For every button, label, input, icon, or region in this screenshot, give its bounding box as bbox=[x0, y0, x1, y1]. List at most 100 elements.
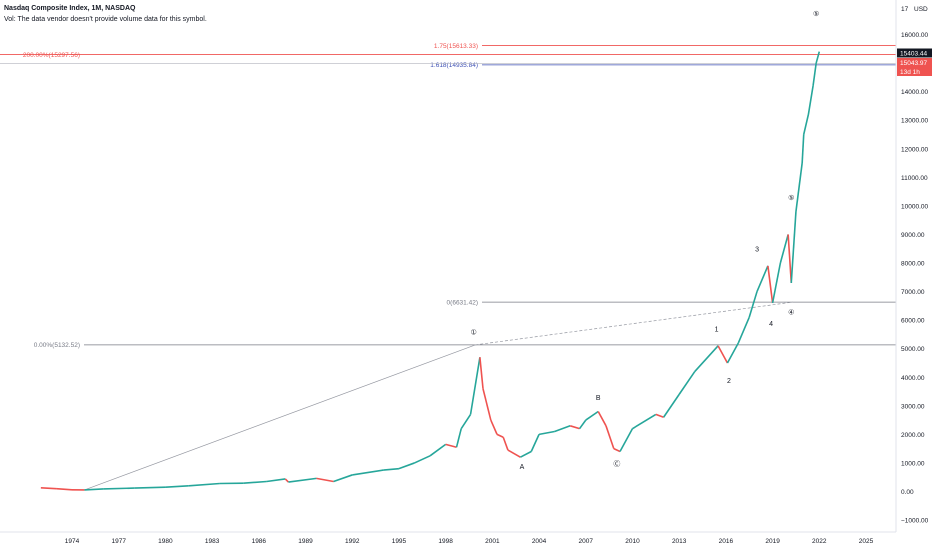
y-tick-label: 5000.00 bbox=[901, 346, 925, 353]
price-segment bbox=[801, 134, 805, 164]
wave-label: Ⓒ bbox=[613, 460, 620, 468]
y-tick-label: 17 bbox=[901, 6, 909, 13]
x-tick-label: 1989 bbox=[298, 538, 313, 545]
price-segment bbox=[40, 486, 57, 490]
price-segment bbox=[812, 62, 817, 87]
price-segment bbox=[243, 480, 267, 485]
level-label: 0.00%(5132.52) bbox=[34, 342, 80, 349]
svg-text:13d 1h: 13d 1h bbox=[900, 69, 920, 76]
price-segment bbox=[502, 436, 509, 451]
y-tick-label: 7000.00 bbox=[901, 289, 925, 296]
current-price-badge: 15403.44 bbox=[897, 48, 932, 58]
y-tick-label: 9000.00 bbox=[901, 232, 925, 239]
x-tick-label: 1986 bbox=[252, 538, 267, 545]
currency-label: USD bbox=[914, 6, 928, 13]
price-segment bbox=[352, 469, 384, 476]
wave-label: 2 bbox=[727, 378, 731, 385]
price-segment bbox=[429, 443, 447, 457]
price-segment bbox=[316, 477, 334, 483]
price-segment bbox=[802, 114, 810, 135]
price-segment bbox=[771, 262, 782, 304]
trend-lines bbox=[84, 301, 793, 491]
x-tick-label: 1974 bbox=[65, 538, 80, 545]
price-series bbox=[40, 51, 821, 491]
x-tick-label: 2013 bbox=[672, 538, 687, 545]
x-tick-label: 2007 bbox=[579, 538, 594, 545]
wave-label: ④ bbox=[788, 308, 794, 316]
price-segment bbox=[632, 413, 657, 430]
wave-label: ① bbox=[471, 328, 477, 336]
x-tick-label: 1983 bbox=[205, 538, 220, 545]
price-segment bbox=[398, 462, 415, 470]
price-segment bbox=[134, 486, 166, 489]
price-segment bbox=[815, 51, 821, 64]
y-tick-label: 4000.00 bbox=[901, 375, 925, 382]
price-segment bbox=[597, 411, 607, 427]
y-tick-label: 1000.00 bbox=[901, 460, 925, 467]
trend-line bbox=[84, 344, 476, 491]
price-segment bbox=[333, 474, 353, 483]
wave-labels: ① A B Ⓒ 1 2 3 4 ④ ⑤ ⑤ bbox=[471, 10, 820, 471]
price-segment bbox=[455, 428, 462, 448]
price-segment bbox=[520, 450, 532, 458]
chart-header: Nasdaq Composite Index, 1M, NASDAQ Vol: … bbox=[4, 3, 207, 25]
price-segment bbox=[585, 410, 599, 421]
wave-label: ⑤ bbox=[813, 10, 819, 18]
x-tick-label: 1980 bbox=[158, 538, 173, 545]
x-tick-label: 2025 bbox=[859, 538, 874, 545]
price-segment bbox=[678, 371, 696, 395]
price-segment bbox=[507, 449, 521, 458]
price-segment bbox=[266, 478, 286, 483]
wave-label: ⑤ bbox=[788, 194, 794, 202]
y-tick-label: 14000.00 bbox=[901, 89, 928, 96]
price-segment bbox=[460, 413, 472, 430]
price-segment bbox=[790, 211, 797, 284]
y-tick-label: 3000.00 bbox=[901, 403, 925, 410]
price-segment bbox=[284, 478, 289, 483]
y-tick-label: −1000.00 bbox=[901, 518, 929, 525]
price-segment bbox=[538, 430, 555, 436]
price-segment bbox=[496, 433, 504, 438]
price-segment bbox=[188, 482, 220, 487]
fib-levels: 200.00%(15297.56) 1.75(15613.33) 1.618(149… bbox=[0, 43, 896, 349]
price-segment bbox=[56, 487, 73, 491]
symbol-title: Nasdaq Composite Index, 1M, NASDAQ bbox=[4, 5, 136, 12]
price-segment bbox=[779, 234, 789, 264]
price-segment bbox=[414, 455, 431, 464]
level-label: 1.75(15613.33) bbox=[434, 43, 478, 50]
price-segment bbox=[165, 484, 189, 489]
price-segment bbox=[807, 85, 814, 115]
y-tick-label: 11000.00 bbox=[901, 175, 928, 182]
price-segment bbox=[445, 443, 457, 449]
x-tick-label: 2001 bbox=[485, 538, 500, 545]
price-segment bbox=[613, 447, 621, 453]
level-label: 1.618(14935.84) bbox=[430, 62, 478, 69]
level-label: 200.00%(15297.56) bbox=[23, 52, 80, 59]
price-axis[interactable]: −1000.00 0.00 1000.00 2000.00 3000.00 4000.00… bbox=[895, 0, 932, 550]
price-segment bbox=[554, 425, 571, 433]
price-segment bbox=[737, 316, 750, 344]
y-tick-label: 8000.00 bbox=[901, 261, 925, 268]
price-segment bbox=[383, 467, 400, 471]
wave-label: 3 bbox=[755, 247, 759, 254]
y-tick-label: 12000.00 bbox=[901, 146, 928, 153]
wave-label: B bbox=[596, 395, 601, 402]
price-segment bbox=[479, 357, 484, 389]
wave-label: 4 bbox=[769, 321, 773, 328]
x-tick-label: 1977 bbox=[111, 538, 126, 545]
price-segment bbox=[694, 345, 719, 373]
x-tick-label: 2016 bbox=[719, 538, 734, 545]
price-segment bbox=[767, 265, 774, 304]
price-segment bbox=[787, 234, 793, 284]
x-tick-label: 1992 bbox=[345, 538, 360, 545]
y-tick-label: 10000.00 bbox=[901, 203, 928, 210]
x-tick-label: 2010 bbox=[625, 538, 640, 545]
price-segment bbox=[482, 388, 492, 421]
price-segment bbox=[655, 413, 664, 418]
price-segment bbox=[619, 428, 634, 452]
time-axis[interactable]: 1974 1977 1980 1983 1986 1989 1992 1995 1998 2001… bbox=[0, 531, 896, 545]
y-tick-label: 6000.00 bbox=[901, 318, 925, 325]
price-axis-bg bbox=[896, 0, 932, 550]
price-segment bbox=[530, 434, 540, 452]
